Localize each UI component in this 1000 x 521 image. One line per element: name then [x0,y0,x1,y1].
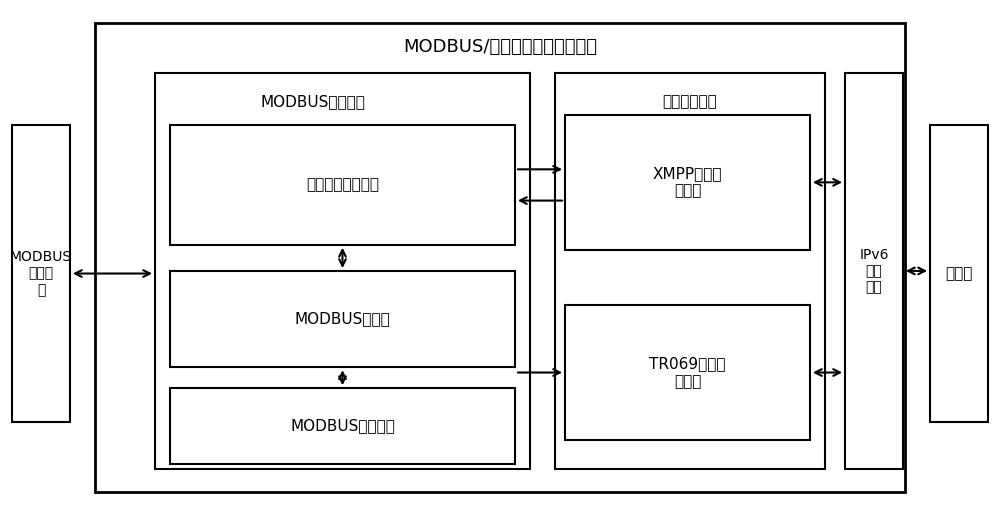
Text: MODBUS通信接口: MODBUS通信接口 [290,418,395,433]
Bar [155,73,530,469]
Bar [930,125,988,422]
Text: 信息模型映射模块: 信息模型映射模块 [306,178,379,192]
Bar [565,115,810,250]
Text: 数据服务单元: 数据服务单元 [663,94,717,109]
Bar [12,125,70,422]
Bar [170,271,515,367]
Text: MODBUS协议栈: MODBUS协议栈 [295,312,390,327]
Text: IPv6
通信
单元: IPv6 通信 单元 [859,247,889,294]
Text: XMPP数据服
务模块: XMPP数据服 务模块 [653,166,722,199]
Bar [170,388,515,464]
Bar [565,305,810,440]
Bar [555,73,825,469]
Text: 上位机: 上位机 [945,266,973,281]
Text: MODBUS/全互联制造网络适配器: MODBUS/全互联制造网络适配器 [403,38,597,56]
Bar [170,125,515,245]
Bar [95,23,905,492]
Bar [845,73,903,469]
Text: TR069数据服
务模块: TR069数据服 务模块 [649,356,726,389]
Text: MODBUS通信单元: MODBUS通信单元 [260,94,365,109]
Text: MODBUS
现场设
备: MODBUS 现场设 备 [10,250,72,297]
